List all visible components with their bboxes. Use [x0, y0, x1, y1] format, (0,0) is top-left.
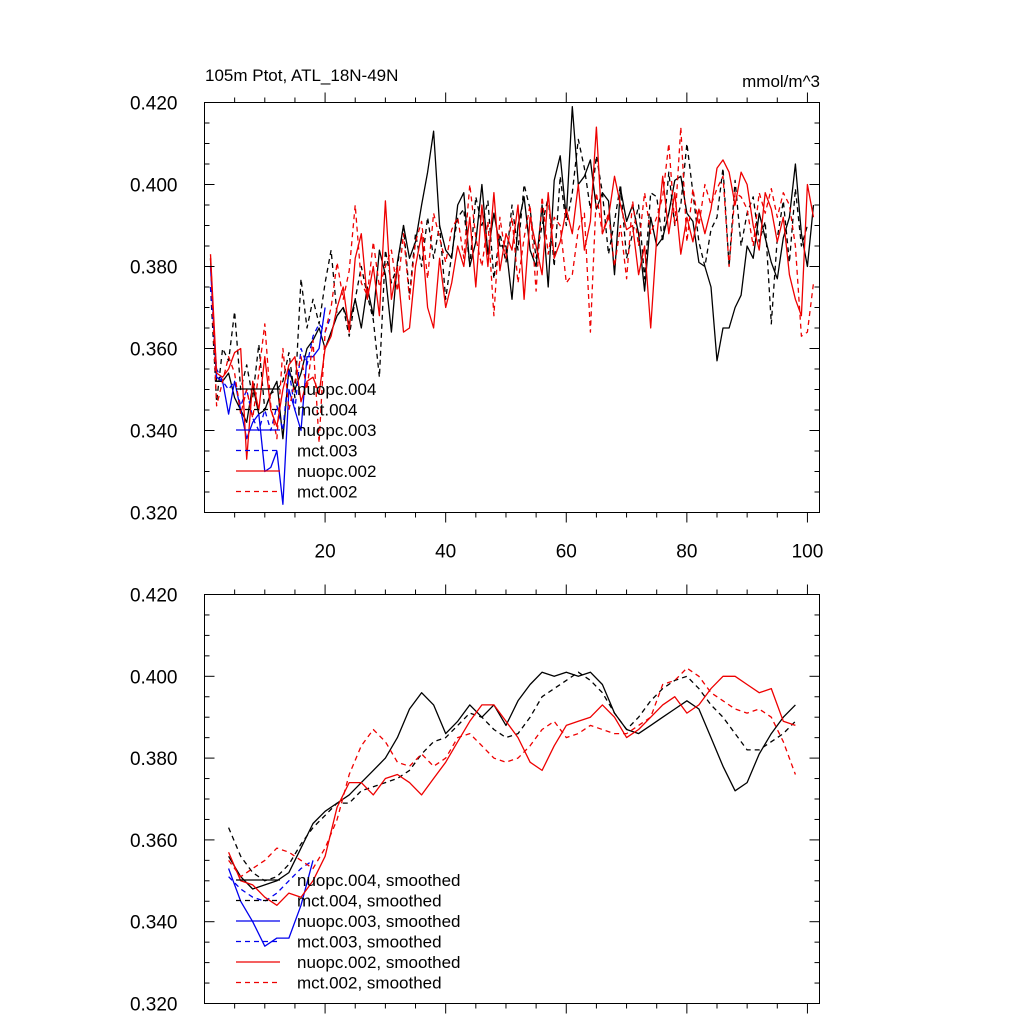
y-tick-label: 0.320: [130, 504, 178, 525]
legend-label: nuopc.002: [297, 462, 376, 481]
x-tick-label: 40: [435, 542, 456, 563]
y-tick-label: 0.360: [130, 831, 178, 852]
x-tick-label: 80: [676, 542, 697, 563]
smoothed-panel: 0.320 0.340 0.360 0.380 0.400 0.420 nuopc.004…: [130, 584, 820, 1016]
series-line-nuopc-004-smoothed: [228, 671, 796, 890]
units-label: mmol/m^3: [742, 72, 820, 91]
y-tick-label: 0.320: [130, 995, 178, 1016]
legend-label: nuopc.004, smoothed: [297, 871, 461, 890]
chart-title: 105m Ptot, ATL_18N-49N: [205, 66, 398, 85]
legend-label: mct.004, smoothed: [297, 892, 442, 911]
raw-panel: 105m Ptot, ATL_18N-49N mmol/m^3 0.320 0.3…: [130, 66, 823, 563]
y-tick-label: 0.380: [130, 749, 178, 770]
legend-label: mct.003: [297, 442, 357, 461]
y-tick-label: 0.340: [130, 422, 178, 443]
legend-label: mct.003, smoothed: [297, 933, 442, 952]
y-tick-label: 0.360: [130, 340, 178, 361]
x-tick-label: 100: [792, 542, 824, 563]
legend-label: mct.002: [297, 483, 357, 502]
y-tick-label: 0.340: [130, 913, 178, 934]
series-line-nuopc-003-smoothed: [227, 860, 314, 947]
legend-label: nuopc.004: [297, 380, 376, 399]
series-line-mct-002: [209, 126, 815, 444]
y-tick-label: 0.400: [130, 667, 178, 688]
series-line-mct-003-smoothed: [228, 859, 314, 902]
plot-frame: [204, 594, 820, 1004]
legend-label: nuopc.003: [297, 421, 376, 440]
series-line-nuopc-002: [209, 126, 815, 460]
x-tick-label: 60: [556, 542, 577, 563]
series-line-mct-004: [209, 138, 809, 411]
plot-frame: [204, 102, 820, 513]
series-line-nuopc-002-smoothed: [228, 675, 796, 906]
legend-label: mct.004: [297, 401, 357, 420]
legend-label: nuopc.003, smoothed: [297, 912, 461, 931]
y-tick-label: 0.380: [130, 258, 178, 279]
legend-label: mct.002, smoothed: [297, 974, 442, 993]
legend-label: nuopc.002, smoothed: [297, 953, 461, 972]
series-line-nuopc-004: [209, 105, 815, 440]
y-tick-label: 0.420: [130, 94, 178, 115]
y-tick-label: 0.420: [130, 586, 178, 607]
y-tick-label: 0.400: [130, 176, 178, 197]
series-line-nuopc-003: [209, 266, 326, 505]
series-line-mct-004-smoothed: [228, 671, 796, 882]
x-tick-label: 20: [315, 542, 336, 563]
series-line-mct-002-smoothed: [228, 667, 797, 878]
